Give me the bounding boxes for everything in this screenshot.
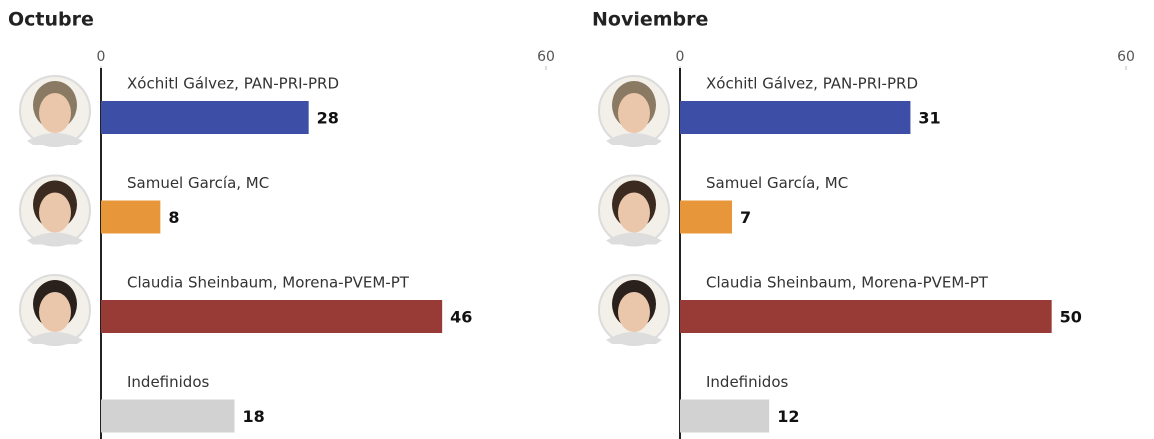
avatar — [19, 174, 91, 247]
bar — [101, 300, 443, 333]
chart-title: Octubre — [8, 9, 94, 31]
avatar-face — [39, 292, 71, 332]
avatar-shoulders — [27, 133, 83, 145]
value-label: 28 — [317, 109, 339, 128]
category-label: Samuel García, MC — [706, 174, 848, 192]
x-tick-label: 60 — [1117, 49, 1135, 65]
avatar-shoulders — [27, 332, 83, 344]
value-label: 7 — [740, 208, 751, 227]
bar — [680, 101, 911, 134]
bar — [101, 200, 161, 234]
bar — [101, 399, 235, 433]
chart-title: Noviembre — [592, 9, 708, 31]
category-label: Claudia Sheinbaum, Morena-PVEM-PT — [706, 274, 989, 292]
bar — [680, 399, 770, 433]
avatar-face — [618, 93, 650, 133]
avatar-shoulders — [606, 133, 662, 145]
bar — [680, 300, 1052, 333]
bar — [680, 200, 733, 234]
avatar-face — [618, 292, 650, 332]
category-label: Claudia Sheinbaum, Morena-PVEM-PT — [127, 274, 410, 292]
avatar-shoulders — [27, 232, 83, 245]
avatar-face — [39, 93, 71, 133]
value-label: 31 — [918, 109, 940, 128]
value-label: 12 — [777, 407, 799, 426]
category-label: Indefinidos — [706, 373, 789, 391]
category-label: Indefinidos — [127, 373, 210, 391]
avatar-shoulders — [606, 232, 662, 245]
value-label: 8 — [168, 208, 179, 227]
x-tick-label: 0 — [97, 49, 106, 65]
avatar — [19, 75, 91, 147]
avatar-face — [618, 192, 650, 233]
avatar — [19, 274, 91, 346]
avatar-face — [39, 192, 71, 233]
category-label: Samuel García, MC — [127, 174, 269, 192]
avatar — [598, 174, 670, 247]
avatar — [598, 75, 670, 147]
x-tick-label: 60 — [537, 49, 555, 65]
category-label: Xóchitl Gálvez, PAN-PRI-PRD — [706, 75, 918, 93]
value-label: 50 — [1060, 308, 1082, 327]
x-tick-label: 0 — [676, 49, 685, 65]
category-label: Xóchitl Gálvez, PAN-PRI-PRD — [127, 75, 339, 93]
avatar — [598, 274, 670, 346]
value-label: 18 — [243, 407, 265, 426]
bar — [101, 101, 309, 134]
avatar-shoulders — [606, 332, 662, 344]
value-label: 46 — [450, 308, 472, 327]
